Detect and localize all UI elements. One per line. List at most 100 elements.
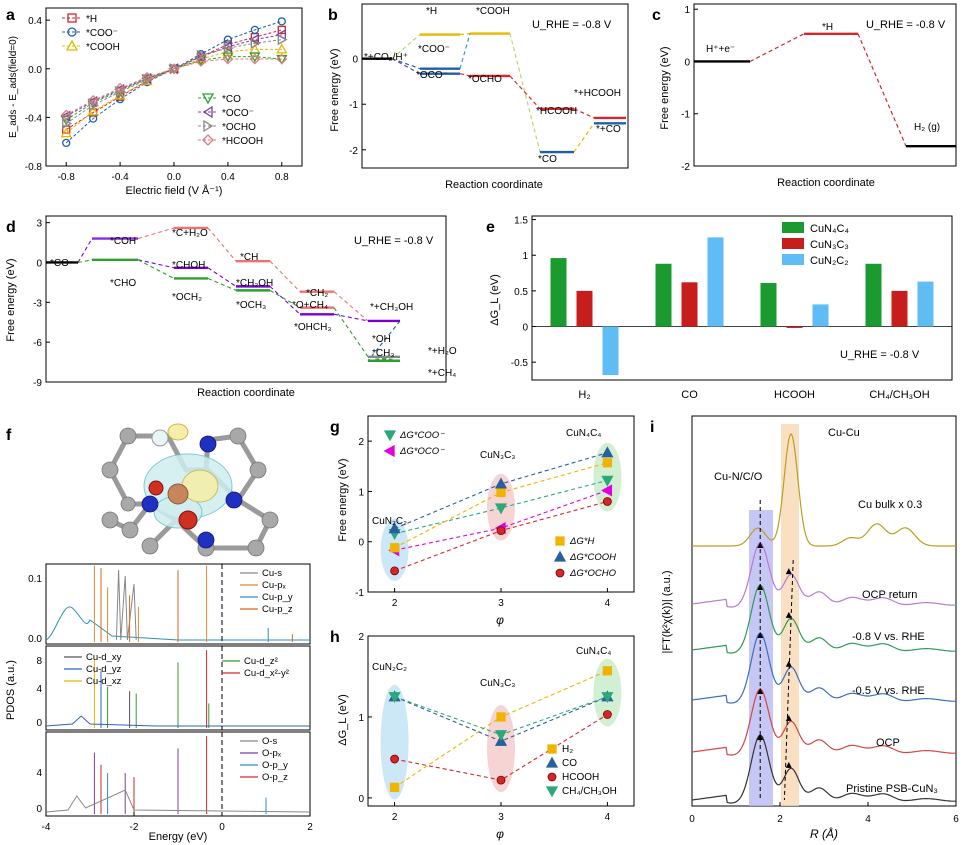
legend-item-a-coo: *COO⁻ <box>62 27 118 39</box>
series-group-i <box>691 433 956 804</box>
pdos-curve-f3 <box>45 789 311 813</box>
plot-frame-d <box>45 215 447 383</box>
x-tick-label-g-0: 2 <box>392 598 398 609</box>
y-tick-label-e-4: -0.5 <box>511 358 529 369</box>
x-tick-label-a-3: 0.4 <box>221 172 235 183</box>
plot-frame-e <box>531 215 953 381</box>
legend-f: Cu-sCu-pₓCu-p_yCu-p_zCu-d_xyCu-d_yzCu-d_… <box>64 568 293 783</box>
series-line-a-0 <box>65 29 282 130</box>
connector-d-12 <box>333 313 369 322</box>
axis-ticks-b: 0 -1 -2 <box>349 55 366 157</box>
y-tick-label-e-3: 0 <box>522 323 528 334</box>
bar-e-1-2 <box>786 326 803 328</box>
x-tick-label-i-0: 0 <box>689 814 695 825</box>
data-point-h-0-2 <box>602 666 613 676</box>
y-axis-label-e: ΔG_L (eV) <box>489 274 501 326</box>
group-label-h-2: CuN₄C₄ <box>576 646 611 657</box>
y-tick-label-a-1: -0.4 <box>25 113 43 124</box>
series-group-h: CuN₂C₂ CuN₃C₃ CuN₄C₄ <box>372 646 614 793</box>
annotation-ocp: OCP <box>876 737 900 749</box>
data-point-a-2-0 <box>60 127 72 138</box>
series-line-a-6 <box>65 58 282 116</box>
plot-frame-b <box>361 3 629 169</box>
axis-ticks-a: -0.8 -0.4 0.0 0.4 0.8 -0.8 -0.4 0.0 0.4 <box>25 16 289 183</box>
connector-b-1 <box>391 58 421 70</box>
bar-e-2-2 <box>812 304 829 327</box>
state-label-b-7: *HCOOH <box>536 106 577 117</box>
series-group-d: *CO *COH *CHO *C+H₂O *CHOH *OCH₂ *CH *CH₂OH *OCH… <box>46 226 457 379</box>
annotation-ocp-return: OCP return <box>862 589 917 601</box>
series-group-g: CuN₂C₂ CuN₃C₃ CuN₄C₄ <box>372 428 614 576</box>
state-label-d-8: *OCH₃ <box>236 300 266 311</box>
legend-item-a-h: *H <box>62 13 97 25</box>
y-tick-label-e-2: 0.5 <box>514 287 528 298</box>
state-label-b-3: *COO⁻ <box>418 44 450 55</box>
data-point-a-2-1 <box>87 105 99 116</box>
data-point-a-1-6 <box>223 35 233 44</box>
axis-ticks-g: 2 3 4 -1 0 1 2 <box>355 437 611 609</box>
data-point-h-3-1 <box>494 730 508 742</box>
y-tick-label-b-2: -2 <box>349 146 358 157</box>
legend-item-a-hcooh: *HCOOH <box>198 134 263 147</box>
legend-f2a-label-2: Cu-d_xz <box>86 676 122 687</box>
axis-ticks-i: 0 2 4 6 <box>689 802 959 825</box>
x-axis-label-h: φ <box>496 827 504 841</box>
y-tick-label-c-0: 1 <box>684 5 690 16</box>
ft-curve-i-2 <box>691 584 956 654</box>
group-ellipse-h-1 <box>487 704 515 793</box>
legend-marker-g-1 <box>383 444 395 458</box>
legend-item-a-cooh: *COOH <box>62 39 120 53</box>
data-point-a-6-6 <box>222 53 234 65</box>
panel-letter-d: d <box>6 219 16 236</box>
data-point-a-6-3 <box>141 71 153 83</box>
ft-curve-i-0 <box>692 433 956 547</box>
data-point-g-3-1 <box>494 477 508 489</box>
x-tick-label-a-4: 0.8 <box>275 172 289 183</box>
annotation-pristine: Pristine PSB-CuN₃ <box>846 783 938 795</box>
urhe-label-c: U_RHE = -0.8 V <box>866 19 946 31</box>
state-label-b-5: *OCHO <box>468 74 502 85</box>
legend-label-g-0: ΔG*COO⁻ <box>399 430 445 441</box>
legend-label-a-ocho: *OCHO <box>222 122 256 133</box>
state-label-d-13: *OH <box>372 334 391 345</box>
connector-d-1 <box>77 259 93 264</box>
legend-marker-g-2 <box>555 536 565 546</box>
y-tick-label-d-0: 3 <box>36 219 42 230</box>
connector-d-10 <box>269 289 301 309</box>
group-ellipse-h-0 <box>380 684 409 800</box>
legend-marker-h-3 <box>545 786 559 798</box>
state-label-b-4: *OCO⁻ <box>416 70 448 81</box>
x-tick-label-i-3: 6 <box>953 814 959 825</box>
connector-d-2 <box>137 227 175 240</box>
plot-frame-c <box>693 3 957 167</box>
bar-e-0-2 <box>760 283 777 327</box>
axis-ticks-e: 1.5 1 0.5 0 -0.5 <box>511 216 536 369</box>
state-label-d-15: *+H₂O <box>428 346 457 357</box>
ft-curve-i-4 <box>691 688 956 756</box>
data-point-h-3-2 <box>601 692 614 704</box>
state-label-b-0: *H <box>426 6 437 17</box>
panel-a: a *H *COO⁻ *COOH *CO <box>6 7 303 197</box>
y-tick-label-c-2: -1 <box>681 110 690 121</box>
state-label-d-10: *O+CH₄ <box>292 300 328 311</box>
y-tick-label-g-3: 2 <box>358 437 364 448</box>
data-point-a-4-7 <box>249 33 259 46</box>
x-tick-label-a-1: -0.4 <box>111 172 129 183</box>
x-tick-label-h-2: 4 <box>605 812 611 823</box>
connector-c-0 <box>749 33 805 63</box>
annotation-minus-08: -0.8 V vs. RHE <box>852 631 925 643</box>
connector-d-14 <box>367 320 401 362</box>
connector-d-13 <box>333 307 369 358</box>
panel-letter-a: a <box>6 7 15 24</box>
pdos-o <box>45 731 311 817</box>
connector-b-2 <box>391 58 421 75</box>
legend-item-a-co: *CO <box>198 93 241 105</box>
data-point-h-2-1 <box>496 775 506 785</box>
data-point-g-3-2 <box>601 446 614 458</box>
connector-c-1 <box>857 33 907 147</box>
data-point-a-1-7 <box>250 25 259 35</box>
axis-ticks-h: 2 3 4 0 1 2 <box>358 632 610 823</box>
urhe-label-b: U_RHE = -0.8 V <box>532 19 612 31</box>
group-label-h-1: CuN₃C₃ <box>480 678 515 689</box>
legend-marker-h-2 <box>547 772 557 782</box>
